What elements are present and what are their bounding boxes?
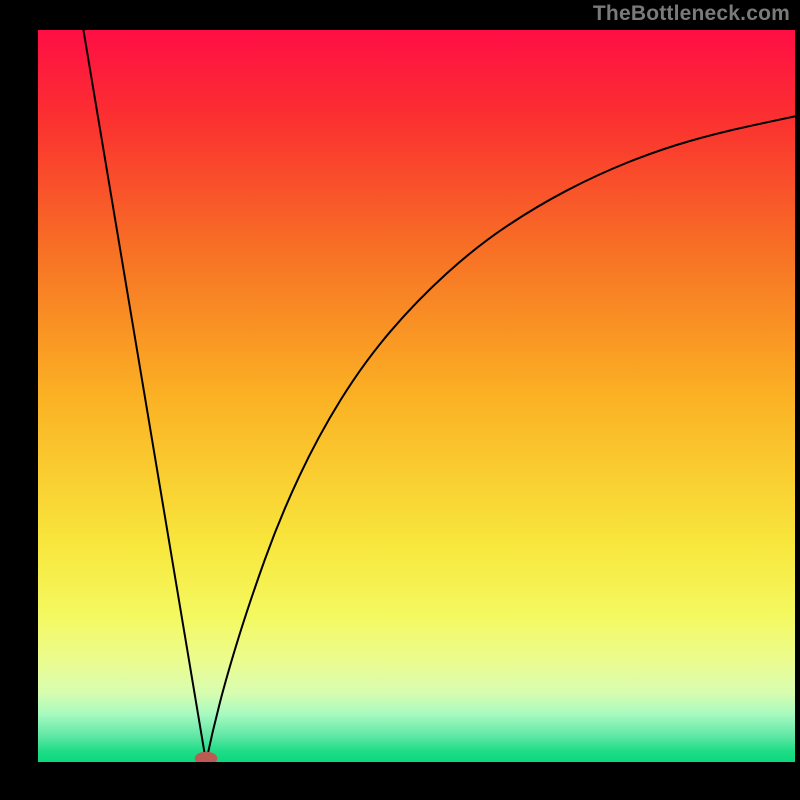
watermark-text: TheBottleneck.com — [593, 2, 790, 26]
min-marker — [195, 752, 218, 762]
chart-frame: TheBottleneck.com — [0, 0, 800, 800]
curve-overlay — [38, 30, 795, 762]
plot-area — [38, 30, 795, 762]
bottleneck-curve — [83, 30, 795, 762]
